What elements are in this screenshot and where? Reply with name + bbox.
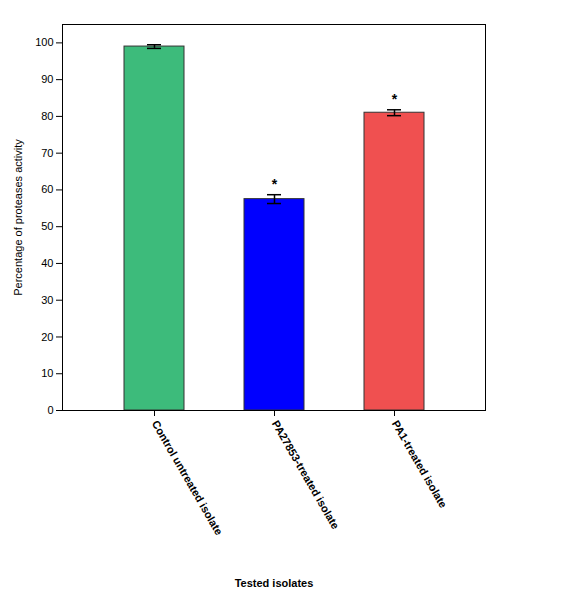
- svg-text:50: 50: [41, 220, 53, 232]
- svg-text:10: 10: [41, 367, 53, 379]
- svg-text:Tested isolates: Tested isolates: [235, 577, 314, 589]
- svg-text:80: 80: [41, 110, 53, 122]
- svg-text:*: *: [392, 91, 398, 107]
- svg-text:Percentage of proteases activi: Percentage of proteases activity: [12, 139, 24, 296]
- svg-text:100: 100: [35, 36, 53, 48]
- svg-text:20: 20: [41, 330, 53, 342]
- svg-text:PA27853-treated isolate: PA27853-treated isolate: [270, 418, 342, 531]
- svg-text:90: 90: [41, 73, 53, 85]
- svg-text:0: 0: [47, 404, 53, 416]
- svg-text:*: *: [272, 176, 278, 192]
- svg-text:40: 40: [41, 257, 53, 269]
- svg-text:60: 60: [41, 183, 53, 195]
- svg-text:70: 70: [41, 147, 53, 159]
- svg-text:Control untreated isolate: Control untreated isolate: [150, 418, 225, 537]
- svg-text:30: 30: [41, 294, 53, 306]
- svg-text:PA1-treated isolate: PA1-treated isolate: [390, 418, 450, 510]
